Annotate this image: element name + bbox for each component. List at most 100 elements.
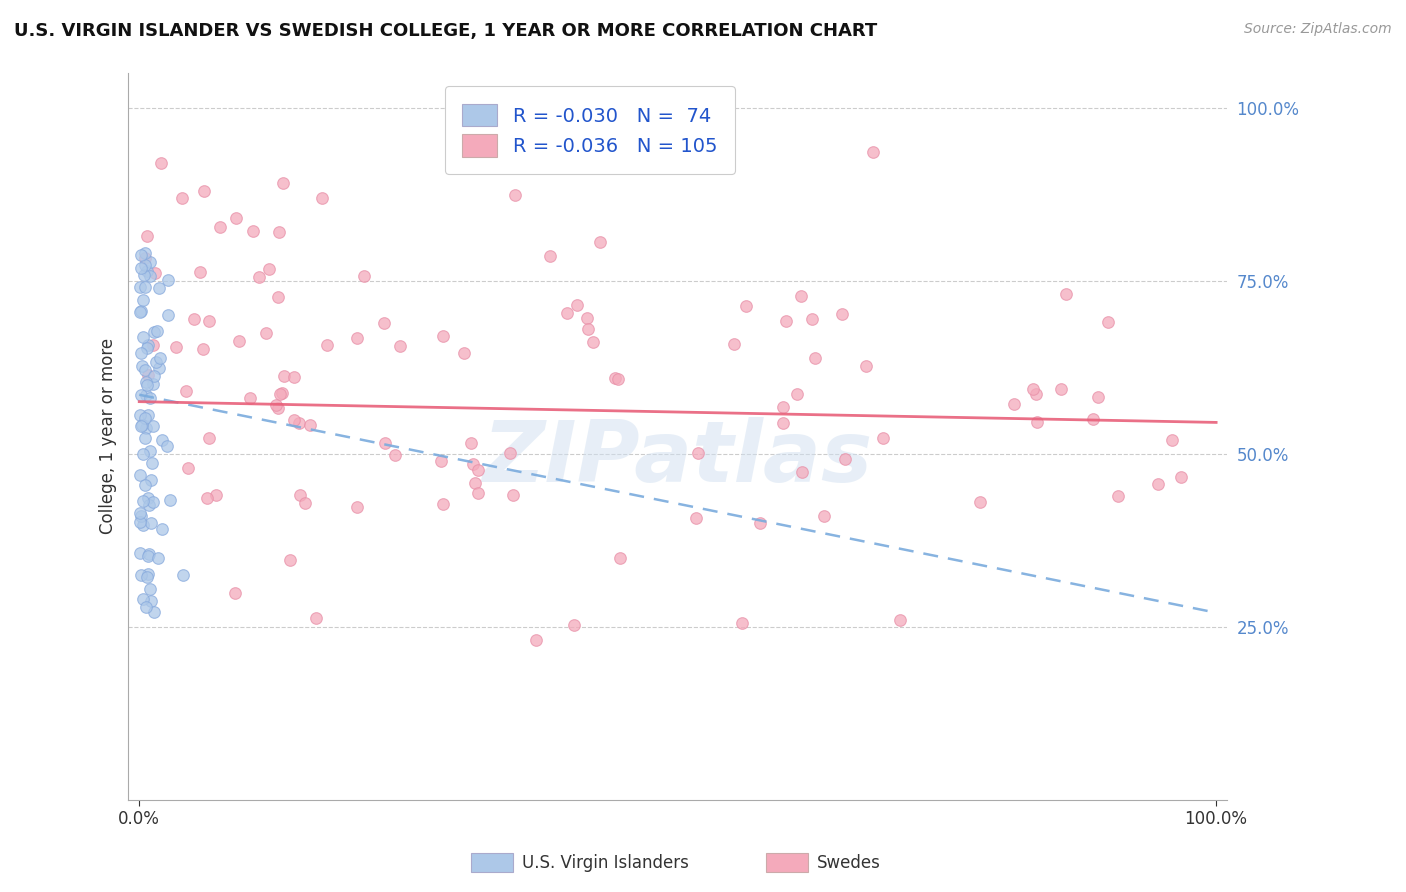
- Point: [132, 494, 155, 508]
- Point: [271, 386, 294, 401]
- Point: [288, 416, 311, 430]
- Point: [862, 145, 884, 159]
- Point: [524, 633, 547, 648]
- Point: [195, 491, 218, 505]
- Point: [183, 311, 205, 326]
- Point: [576, 322, 599, 336]
- Point: [134, 268, 156, 282]
- Point: [775, 314, 797, 328]
- Point: [316, 338, 339, 352]
- Point: [273, 369, 295, 384]
- Point: [131, 293, 153, 308]
- Point: [373, 316, 395, 330]
- Point: [136, 549, 159, 563]
- Point: [148, 360, 170, 375]
- Point: [311, 190, 333, 204]
- Point: [129, 279, 152, 293]
- Point: [582, 334, 605, 349]
- Point: [172, 568, 194, 582]
- Point: [254, 326, 277, 340]
- Point: [1097, 315, 1119, 329]
- Point: [139, 593, 162, 607]
- Point: [1160, 433, 1182, 447]
- Point: [969, 495, 991, 509]
- Point: [132, 330, 155, 344]
- Point: [831, 308, 853, 322]
- Point: [1081, 412, 1104, 426]
- Point: [872, 430, 894, 444]
- Point: [800, 311, 823, 326]
- Point: [159, 492, 181, 507]
- Point: [134, 362, 156, 376]
- Point: [129, 408, 152, 422]
- Point: [278, 553, 301, 567]
- Point: [132, 591, 155, 606]
- Point: [453, 346, 475, 360]
- Point: [388, 338, 411, 352]
- Point: [131, 346, 153, 360]
- Point: [131, 418, 153, 433]
- Point: [432, 329, 454, 343]
- Point: [606, 372, 628, 386]
- Point: [165, 340, 187, 354]
- Point: [562, 617, 585, 632]
- Point: [142, 338, 165, 352]
- Point: [1087, 390, 1109, 404]
- Point: [429, 454, 451, 468]
- Point: [138, 409, 160, 423]
- Point: [1147, 476, 1170, 491]
- Point: [142, 495, 165, 509]
- Point: [136, 229, 159, 244]
- Point: [198, 431, 221, 445]
- Point: [131, 517, 153, 532]
- Point: [198, 314, 221, 328]
- Point: [131, 447, 153, 461]
- Text: Source: ZipAtlas.com: Source: ZipAtlas.com: [1244, 22, 1392, 37]
- Point: [269, 225, 291, 239]
- Point: [136, 368, 159, 383]
- Point: [136, 341, 159, 355]
- Point: [294, 496, 316, 510]
- Point: [686, 446, 709, 460]
- Point: [174, 384, 197, 398]
- Point: [460, 436, 482, 450]
- Point: [134, 251, 156, 265]
- Point: [855, 359, 877, 373]
- Point: [150, 522, 173, 536]
- Point: [129, 467, 152, 482]
- Point: [609, 551, 631, 566]
- Point: [148, 281, 170, 295]
- Point: [538, 248, 561, 262]
- Point: [467, 485, 489, 500]
- Point: [224, 586, 246, 600]
- Point: [139, 444, 162, 458]
- Point: [731, 615, 754, 630]
- Point: [346, 500, 368, 514]
- Point: [129, 304, 152, 318]
- Point: [467, 463, 489, 477]
- Point: [149, 156, 172, 170]
- Point: [269, 387, 291, 401]
- Point: [238, 391, 260, 405]
- Point: [134, 246, 156, 260]
- Point: [134, 258, 156, 272]
- Point: [129, 515, 152, 529]
- Point: [188, 265, 211, 279]
- Point: [135, 377, 157, 392]
- Point: [204, 488, 226, 502]
- Point: [565, 298, 588, 312]
- Point: [129, 305, 152, 319]
- Point: [464, 475, 486, 490]
- Point: [264, 398, 287, 412]
- Point: [555, 306, 578, 320]
- Point: [129, 508, 152, 523]
- Point: [136, 567, 159, 582]
- Point: [142, 368, 165, 383]
- Point: [1025, 386, 1047, 401]
- Point: [142, 326, 165, 340]
- Point: [145, 355, 167, 369]
- Point: [723, 337, 745, 351]
- Point: [138, 338, 160, 352]
- Point: [242, 224, 264, 238]
- Text: ZIPatlas: ZIPatlas: [482, 417, 873, 500]
